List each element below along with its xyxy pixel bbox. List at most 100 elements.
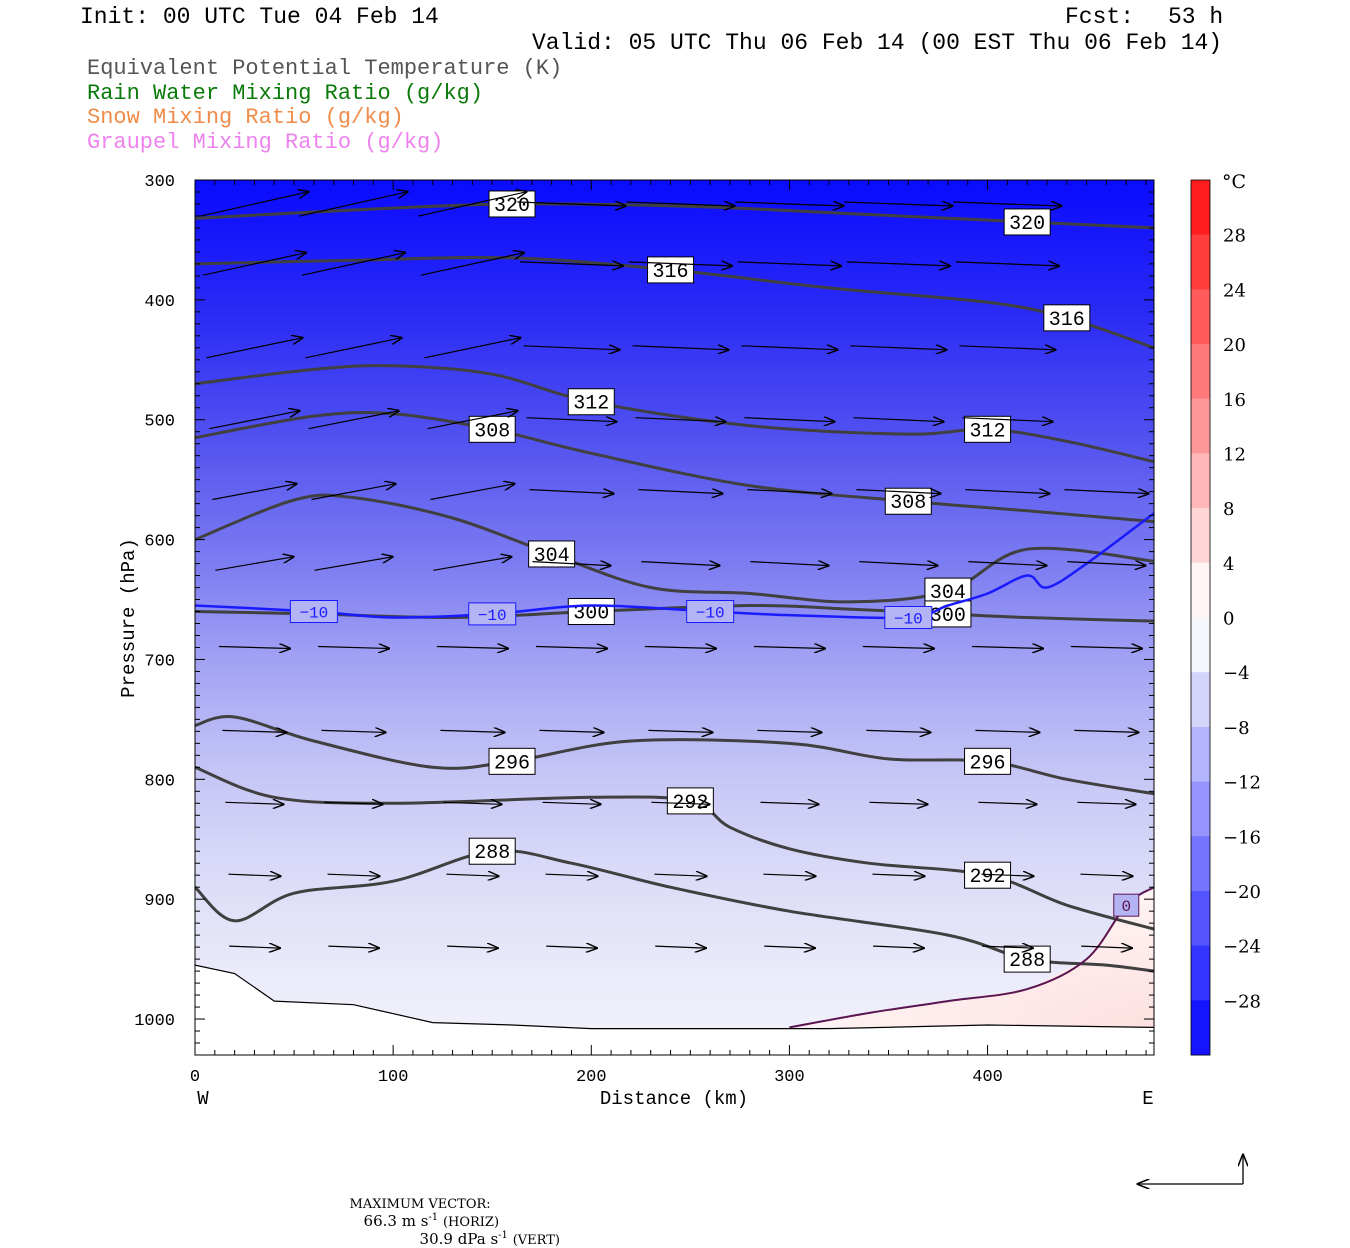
y-tick-label: 900 — [144, 892, 175, 911]
wind-vector — [844, 202, 952, 206]
wind-vector — [866, 730, 930, 732]
wind-vector — [655, 946, 706, 948]
theta-e-label-308-1-text: 308 — [890, 492, 926, 515]
wind-vector — [959, 346, 1055, 350]
wind-vector — [747, 490, 831, 494]
wind-vector — [651, 802, 709, 804]
wind-vector — [862, 647, 934, 649]
theta-e-label-296-1: 296 — [964, 747, 1012, 775]
wind-vector — [420, 253, 524, 276]
wind-vector — [314, 557, 393, 571]
y-tick-label: 1000 — [134, 1012, 175, 1031]
colorbar-tick-label: −24 — [1223, 937, 1261, 958]
wind-vector — [626, 202, 734, 206]
wind-vector — [436, 647, 508, 649]
wind-vector — [632, 346, 728, 350]
colorbar-bin — [1191, 617, 1210, 673]
wind-vector — [301, 253, 405, 276]
wind-vector — [638, 490, 722, 494]
init-time: Init: 00 UTC Tue 04 Feb 14 — [80, 4, 439, 30]
colorbar-tick-label: 4 — [1223, 554, 1234, 575]
theta-e-contour-316 — [195, 255, 1154, 350]
wind-vector — [872, 874, 924, 876]
wind-vector — [1070, 647, 1142, 649]
wind-vector — [229, 946, 280, 948]
wind-vector — [545, 874, 598, 876]
temperature-label-box — [468, 602, 517, 626]
theta-e-contour-308 — [195, 410, 1154, 524]
colorbar-unit: °C — [1222, 171, 1246, 193]
colorbar-tick-label: −4 — [1223, 663, 1250, 684]
colorbar-bin — [1191, 398, 1210, 454]
reference-vector-key — [1138, 1155, 1243, 1184]
wind-vector — [218, 647, 290, 649]
colorbar-bin — [1191, 508, 1210, 564]
wind-vector — [654, 874, 706, 876]
wind-vector — [859, 562, 937, 566]
wind-vector — [635, 418, 725, 422]
theta-e-label-316-1-text: 316 — [1049, 309, 1085, 332]
colorbar-bin — [1191, 234, 1210, 290]
valid-time: Valid: 05 UTC Thu 06 Feb 14 (00 EST Thu … — [532, 30, 1223, 56]
temperature-label-text: −10 — [478, 607, 507, 625]
wind-vector — [206, 338, 302, 359]
theta-e-label-292-1-text: 292 — [970, 866, 1006, 889]
wind-vector — [1081, 946, 1132, 948]
below-ground-area — [195, 965, 1154, 1055]
theta-e-label-288-1: 288 — [1003, 945, 1051, 973]
wind-vector — [324, 802, 383, 804]
wind-vector — [763, 874, 815, 876]
wind-vector — [215, 557, 293, 571]
x-west-label: W — [197, 1088, 209, 1110]
theta-e-label-296-0-text: 296 — [494, 752, 530, 775]
colorbar-tick-label: 12 — [1223, 444, 1246, 465]
wind-vector — [1074, 730, 1138, 732]
colorbar-tick-label: 24 — [1223, 280, 1246, 301]
forecast-hour-label: Fcst: — [1065, 4, 1135, 30]
theta-e-label-296-1-text: 296 — [970, 752, 1006, 775]
x-tick-label: 400 — [972, 1068, 1003, 1087]
temperature-contour-minus10 — [195, 512, 1154, 620]
legend-entry: Snow Mixing Ratio (g/kg) — [87, 105, 404, 130]
wind-vector — [517, 202, 626, 206]
theta-e-label-320-1-box — [1003, 208, 1051, 236]
temperature-label-minus10-1: −10 — [468, 602, 517, 626]
theta-e-label-296-1-box — [964, 747, 1012, 775]
temperature-label-text: −10 — [894, 611, 923, 629]
wind-vector — [308, 411, 399, 430]
theta-e-label-304-0-text: 304 — [534, 545, 570, 568]
y-tick-label: 800 — [144, 772, 175, 791]
temperature-label-box — [289, 600, 338, 624]
wind-vector — [228, 874, 280, 876]
theta-e-label-300-1-text: 300 — [930, 605, 966, 628]
wind-vector — [968, 562, 1046, 566]
legend-entry: Graupel Mixing Ratio (g/kg) — [87, 129, 444, 155]
colorbar-bin — [1191, 836, 1210, 892]
wind-vector — [535, 647, 607, 649]
theta-e-contour-304 — [195, 493, 1154, 604]
theta-e-label-300-0: 300 — [567, 598, 615, 626]
temperature-label-box — [1113, 893, 1140, 917]
temperature-label-box — [686, 600, 735, 624]
wind-vector — [519, 262, 623, 266]
x-tick-label: 300 — [774, 1068, 805, 1087]
temperature-label-text: −10 — [299, 605, 328, 623]
x-tick-label: 0 — [190, 1068, 200, 1087]
theta-e-label-312-1-box — [964, 415, 1012, 443]
colorbar-bin — [1191, 726, 1210, 783]
wind-vector — [440, 730, 504, 732]
wind-vector — [975, 730, 1039, 732]
wind-vector — [546, 946, 597, 948]
wind-vector — [427, 411, 517, 430]
warm-temperature-shading — [789, 887, 1154, 1028]
theta-e-label-292-1: 292 — [964, 861, 1012, 889]
wind-vector — [853, 418, 943, 422]
colorbar: 28 24 20 16 12 8 4 0 −4 −8 −12 −16 −20 −24 −28 — [1190, 179, 1261, 1056]
colorbar-tick-label: 8 — [1223, 499, 1234, 520]
colorbar-tick-label: 28 — [1223, 226, 1246, 247]
temperature-label-minus10-3: −10 — [884, 606, 933, 629]
wind-vector — [311, 484, 396, 501]
wind-vector — [953, 202, 1061, 206]
